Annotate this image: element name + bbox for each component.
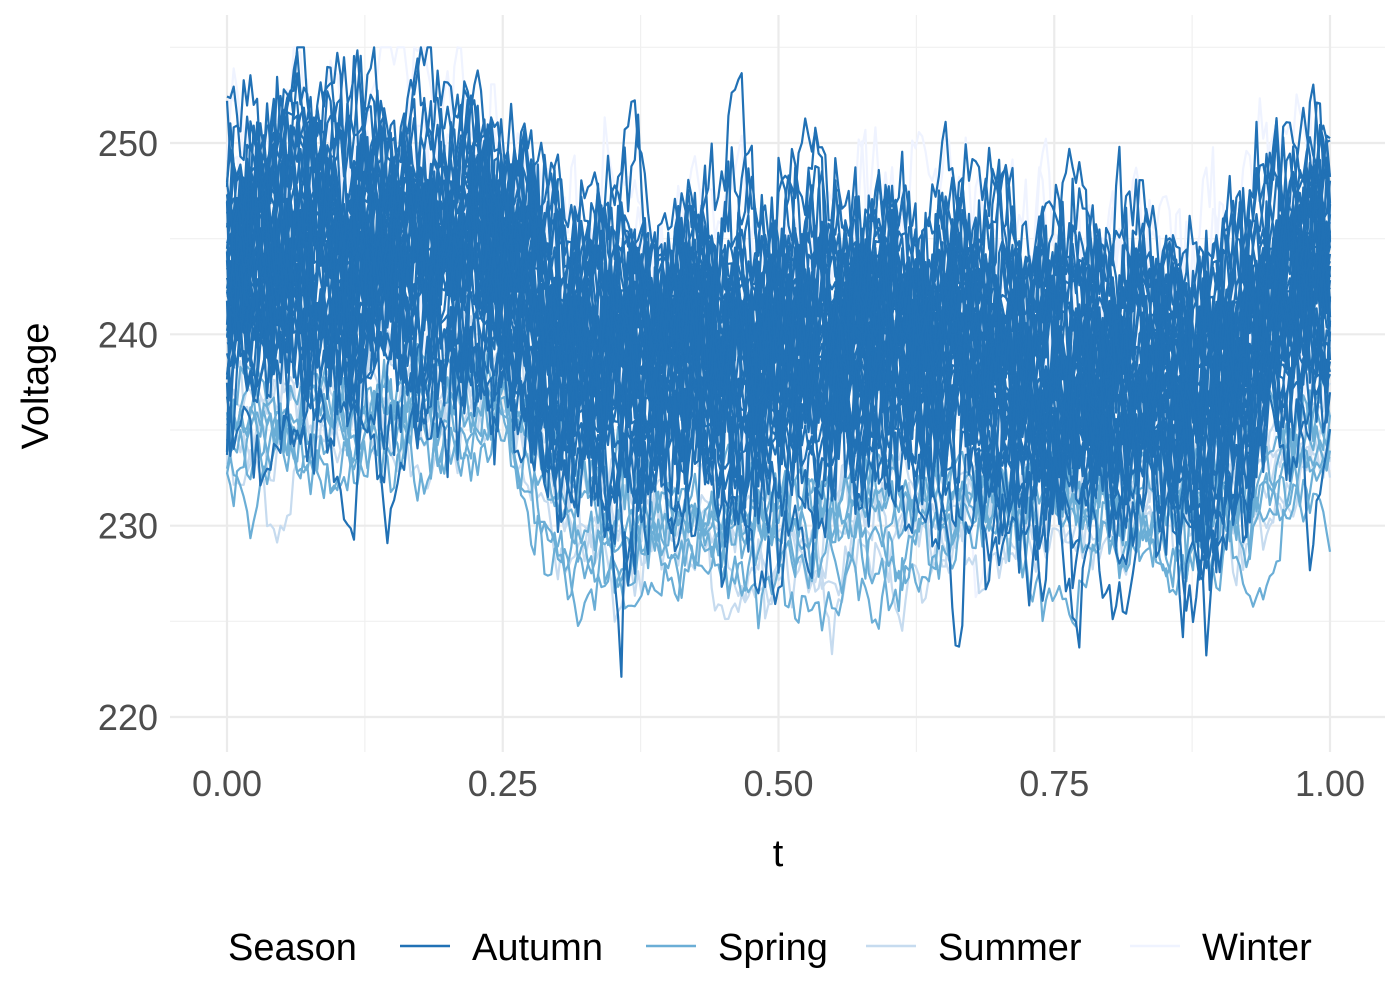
x-tick-label-0: 0.00 [192, 763, 262, 804]
y-tick-label-3: 250 [98, 123, 158, 164]
legend-label-autumn: Autumn [472, 927, 603, 969]
series-line-spring-2 [225, 390, 1331, 601]
series-lines [225, 46, 1332, 678]
series-line-autumn-42 [225, 192, 1332, 533]
series-line-autumn-35 [225, 135, 1332, 507]
x-tick-label-4: 1.00 [1295, 763, 1365, 804]
y-tick-label-0: 220 [98, 697, 158, 738]
x-tick-label-1: 0.25 [468, 763, 538, 804]
legend-item-autumn: Autumn [400, 927, 603, 969]
series-line-autumn-43 [225, 200, 1331, 639]
x-axis-title: t [773, 833, 784, 875]
legend-title: Season [228, 927, 357, 969]
y-tick-label-2: 240 [98, 314, 158, 355]
x-tick-label-2: 0.50 [743, 763, 813, 804]
series-line-autumn-44 [226, 57, 1332, 483]
series-line-spring-6 [225, 350, 1331, 571]
legend: Season Autumn Spring Summer Winter [228, 927, 1312, 969]
y-axis-title: Voltage [15, 323, 57, 450]
legend-item-spring: Spring [646, 927, 828, 969]
series-autumn [225, 46, 1332, 678]
legend-label-spring: Spring [718, 927, 828, 969]
legend-item-winter: Winter [1130, 927, 1312, 969]
legend-label-winter: Winter [1202, 927, 1312, 969]
legend-label-summer: Summer [938, 927, 1082, 969]
y-tick-label-1: 230 [98, 506, 158, 547]
legend-item-summer: Summer [866, 927, 1082, 969]
y-axis-ticks: 220 230 240 250 [98, 123, 158, 738]
x-tick-label-3: 0.75 [1019, 763, 1089, 804]
series-line-autumn-38 [225, 46, 1332, 456]
x-axis-ticks: 0.00 0.25 0.50 0.75 1.00 [192, 763, 1365, 804]
